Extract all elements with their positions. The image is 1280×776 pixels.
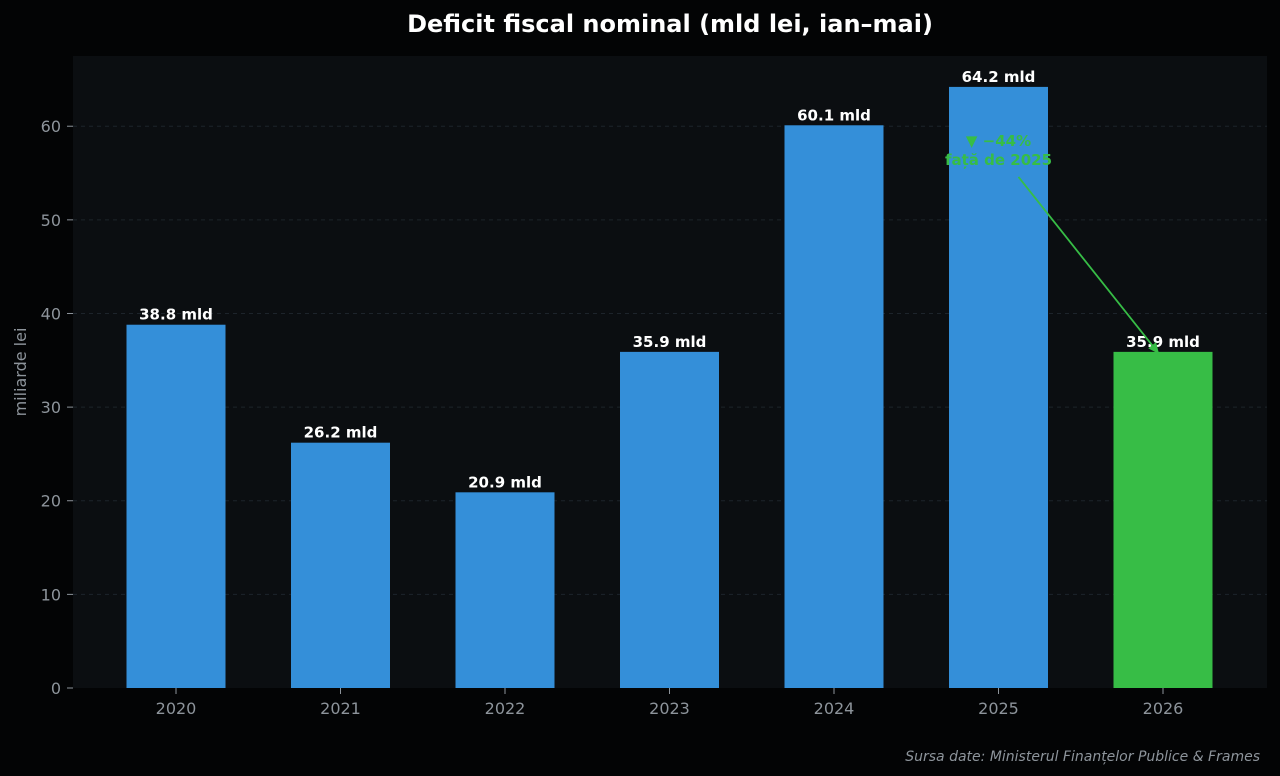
y-tick-label: 0 <box>51 679 61 698</box>
y-tick-label: 60 <box>41 117 61 136</box>
y-tick-label: 10 <box>41 585 61 604</box>
data-label-2022: 20.9 mld <box>468 473 542 491</box>
y-tick-label: 20 <box>41 492 61 511</box>
x-tick-label-2023: 2023 <box>649 699 690 718</box>
gridlines <box>73 125 1267 595</box>
x-tick-label-2021: 2021 <box>320 699 361 718</box>
bar-2023 <box>620 351 719 688</box>
x-tick-label-2025: 2025 <box>978 699 1019 718</box>
annotation-change: ▼ −44% <box>966 132 1031 150</box>
source-note: Sursa date: Ministerul Finanțelor Public… <box>905 749 1260 765</box>
bar-2024 <box>784 125 884 688</box>
bar-2026 <box>1113 351 1213 688</box>
data-label-2024: 60.1 mld <box>797 106 871 124</box>
annotation-arrow-line <box>1017 176 1160 355</box>
bar-2025 <box>949 86 1048 689</box>
x-tick-label-2026: 2026 <box>1143 699 1184 718</box>
x-tick-label-2022: 2022 <box>485 699 526 718</box>
bar-2020 <box>126 324 226 688</box>
data-label-2020: 38.8 mld <box>139 306 213 324</box>
annotation-reference: față de 2025 <box>945 151 1052 169</box>
y-axis-label: miliarde lei <box>11 328 30 417</box>
bar-2021 <box>291 442 390 688</box>
axes: 0 10 20 30 40 50 60 2020 2021 2022 2023 2024 2025 202… <box>41 117 1184 718</box>
bars <box>126 86 1213 689</box>
data-label-2023: 35.9 mld <box>633 333 707 351</box>
data-label-2026: 35.9 mld <box>1126 333 1200 351</box>
annotation: ▼ −44%față de 2025 <box>945 132 1160 355</box>
y-tick-label: 50 <box>41 211 61 230</box>
x-tick-label-2024: 2024 <box>814 699 855 718</box>
x-tick-label-2020: 2020 <box>156 699 197 718</box>
data-label-2021: 26.2 mld <box>304 424 378 442</box>
bar-2022 <box>455 492 555 688</box>
chart-title: Deficit fiscal nominal (mld lei, ian–mai… <box>407 10 933 38</box>
y-tick-label: 40 <box>41 304 61 323</box>
annotation-arrow-head <box>1148 342 1159 354</box>
data-label-2025: 64.2 mld <box>962 68 1036 86</box>
y-tick-label: 30 <box>41 398 61 417</box>
data-labels: 38.8 mld 26.2 mld 20.9 mld 35.9 mld 60.1 mld… <box>139 68 1200 491</box>
